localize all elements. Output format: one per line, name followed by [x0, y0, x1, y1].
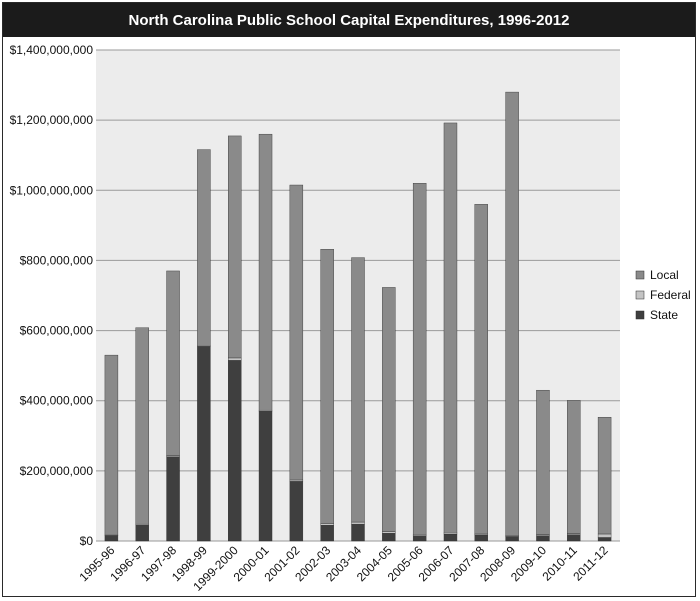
bar-segment-state: [258, 411, 273, 542]
bar-segment-state: [166, 456, 180, 542]
y-tick-label: $800,000,000: [20, 253, 94, 267]
bar-segment-local: [443, 122, 458, 533]
bar-segment-state: [443, 533, 458, 542]
bar-segment-federal: [443, 532, 458, 535]
legend-swatch-federal: [635, 290, 645, 300]
bar-segment-federal: [597, 533, 612, 538]
bar-segment-local: [320, 249, 334, 524]
y-tick-label: $400,000,000: [20, 394, 94, 408]
bar-segment-state: [104, 535, 119, 542]
bar-segment-state: [351, 523, 365, 542]
bar-segment-federal: [228, 357, 242, 361]
bar-segment-local: [351, 257, 365, 523]
bar-segment-state: [197, 346, 211, 542]
bar-segment-state: [567, 534, 581, 542]
bar-segment-state: [412, 535, 427, 542]
legend-label-local: Local: [650, 268, 679, 282]
legend-label-state: State: [650, 308, 678, 322]
bar-segment-local: [597, 416, 612, 535]
y-tick-label: $1,400,000,000: [10, 43, 94, 57]
bar-segment-local: [166, 270, 180, 456]
bar-segment-state: [135, 525, 149, 542]
bar-segment-federal: [351, 521, 365, 525]
y-tick-label: $600,000,000: [20, 324, 94, 338]
y-tick-label: $0: [80, 534, 94, 548]
bar-segment-state: [474, 534, 488, 542]
bar-segment-local: [197, 149, 211, 346]
bar-segment-local: [289, 184, 304, 481]
bar-segment-federal: [289, 479, 304, 482]
legend-swatch-local: [635, 270, 645, 280]
chart-title: North Carolina Public School Capital Exp…: [3, 3, 695, 37]
bar-segment-local: [104, 354, 119, 536]
y-tick-label: $1,000,000,000: [10, 183, 94, 197]
bar-segment-local: [382, 287, 396, 532]
bar-segment-state: [228, 360, 242, 542]
bar-segment-local: [536, 389, 550, 535]
bar-segment-federal: [320, 523, 334, 526]
y-axis-tick-labels: $0 $200,000,000 $400,000,000 $600,000,000 $8…: [10, 43, 94, 548]
bar-segment-local: [228, 135, 242, 359]
x-tick-label: 2011-12: [570, 543, 611, 584]
legend-label-federal: Federal: [650, 288, 691, 302]
bar-segment-local: [474, 204, 488, 535]
bar-segment-state: [289, 481, 304, 542]
y-tick-label: $200,000,000: [20, 464, 94, 478]
bar-segment-state: [505, 536, 519, 542]
bar-segment-local: [412, 183, 427, 535]
bar-segment-state: [536, 535, 550, 542]
bar-segment-local: [258, 133, 273, 411]
bar-segment-state: [382, 533, 396, 542]
legend: Local Federal State: [635, 268, 691, 322]
y-tick-label: $1,200,000,000: [10, 113, 94, 127]
bar-segment-state: [597, 537, 612, 542]
x-axis-tick-labels: 1995-961996-971997-981998-991999-2000200…: [76, 543, 610, 594]
bar-segment-state: [320, 525, 334, 542]
legend-swatch-state: [635, 310, 645, 320]
bar-segment-local: [505, 91, 519, 536]
bar-segment-federal: [412, 534, 427, 536]
bars: [104, 91, 612, 542]
bar-segment-federal: [382, 531, 396, 534]
bar-segment-local: [567, 400, 581, 534]
bar-segment-local: [135, 327, 149, 525]
